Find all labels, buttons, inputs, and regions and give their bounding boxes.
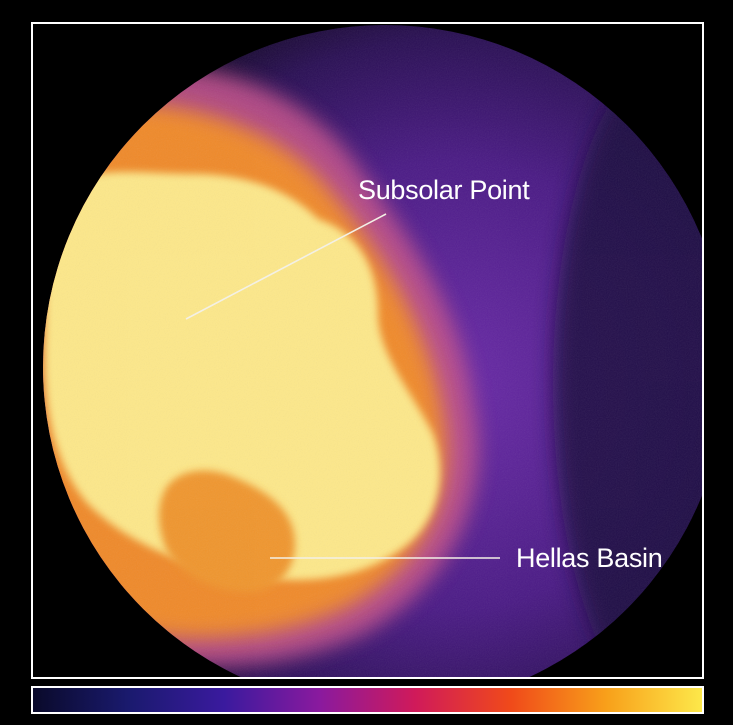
image-frame: Subsolar Point Hellas Basin (31, 22, 704, 679)
planet-disk (43, 25, 702, 677)
temperature-colorbar (31, 686, 704, 714)
subsolar-leader-line (185, 213, 387, 320)
mars-thermal-image (43, 25, 702, 677)
colorbar-gradient (33, 688, 702, 712)
subsolar-point-label: Subsolar Point (358, 175, 530, 205)
hellas-basin-label: Hellas Basin (516, 543, 663, 573)
